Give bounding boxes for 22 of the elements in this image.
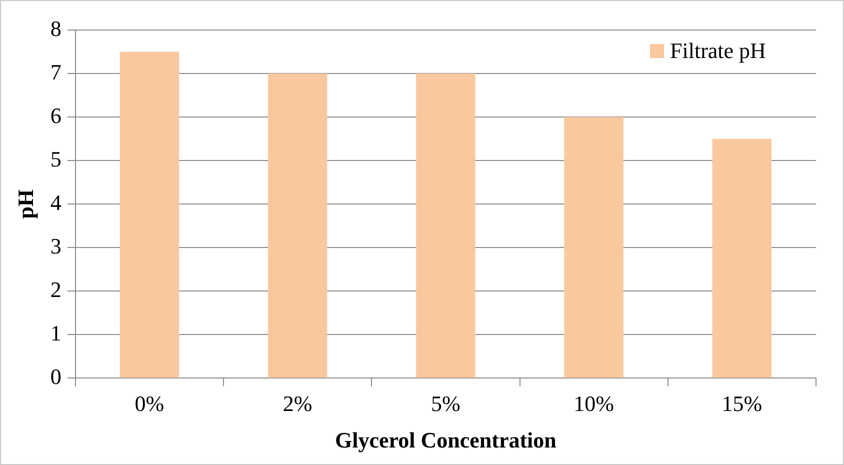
y-tick-label: 7 (50, 59, 62, 84)
y-tick-label: 1 (50, 320, 62, 346)
x-tick-label: 15% (722, 391, 762, 416)
y-tick-label: 5 (50, 146, 62, 172)
x-tick-label: 2% (282, 391, 312, 416)
x-axis-title: Glycerol Concentration (335, 427, 556, 452)
bar (416, 74, 476, 378)
bar (712, 138, 772, 378)
x-tick-label: 5% (431, 391, 460, 416)
y-tick-label: 2 (50, 276, 62, 302)
y-tick-label: 0 (50, 364, 62, 389)
y-tick-label: 4 (50, 190, 62, 215)
legend-label: Filtrate pH (670, 38, 766, 64)
y-tick-label: 8 (50, 16, 62, 41)
y-axis-title: pH (12, 189, 38, 219)
y-tick-label: 3 (50, 233, 62, 258)
y-tick-label: 6 (50, 102, 62, 128)
bar (268, 74, 328, 378)
x-tick-label: 10% (574, 391, 614, 416)
bar (564, 117, 624, 378)
bar (120, 52, 180, 378)
x-tick-label: 0% (134, 391, 164, 416)
